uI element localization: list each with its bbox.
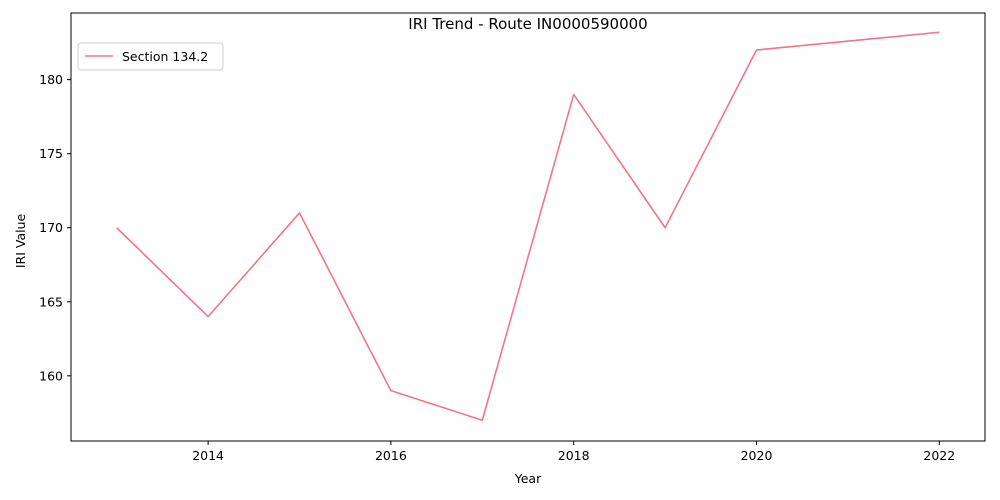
x-tick-label: 2016: [375, 448, 407, 463]
plot-area: [116, 31, 940, 422]
legend-box: [77, 42, 224, 71]
legend-label: Section 134.2: [122, 49, 208, 64]
legend: Section 134.2: [77, 42, 224, 71]
chart-title: IRI Trend - Route IN0000590000: [408, 15, 647, 33]
y-tick-label: 175: [39, 146, 63, 161]
x-tick-label: 2022: [923, 448, 955, 463]
y-tick-label: 165: [39, 294, 63, 309]
y-axis-label: IRI Value: [13, 214, 28, 269]
x-axis-label: Year: [514, 471, 542, 486]
x-tick-label: 2020: [741, 448, 773, 463]
y-tick-label: 170: [39, 220, 63, 235]
y-tick-label: 180: [39, 72, 63, 87]
plot-frame: [70, 12, 986, 442]
x-tick-label: 2014: [192, 448, 224, 463]
series-line: [116, 31, 940, 422]
x-tick-label: 2018: [558, 448, 590, 463]
y-tick-label: 160: [39, 368, 63, 383]
